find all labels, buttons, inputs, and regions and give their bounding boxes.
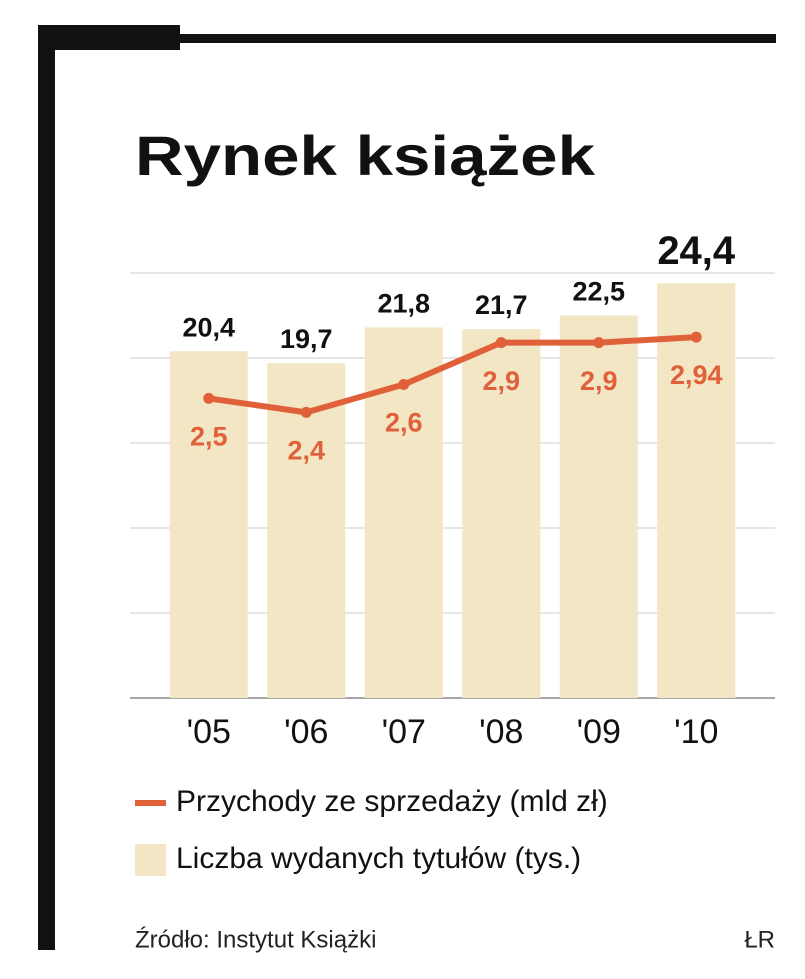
frame-left	[38, 25, 55, 950]
line-point	[690, 331, 702, 343]
line-point	[398, 378, 410, 390]
frame-top	[38, 25, 180, 50]
bar-value-label: 24,4	[657, 229, 736, 273]
legend-label: Przychody ze sprzedaży (mld zł)	[176, 785, 608, 818]
bar-value-label: 21,7	[475, 290, 528, 320]
bar	[462, 329, 541, 698]
line-value-label: 2,94	[670, 360, 723, 390]
x-tick-label: '06	[284, 713, 328, 751]
line-point	[300, 406, 312, 418]
line-value-label: 2,5	[190, 422, 228, 452]
bar-value-label: 21,8	[377, 289, 430, 319]
credit: ŁR	[744, 926, 775, 953]
legend-label: Liczba wydanych tytułów (tys.)	[176, 842, 581, 875]
line-value-label: 2,9	[580, 366, 618, 396]
bar-value-label: 20,4	[182, 312, 235, 342]
line-point	[495, 337, 507, 349]
x-tick-label: '05	[187, 713, 231, 751]
bar	[267, 363, 346, 698]
x-tick-label: '09	[577, 713, 621, 751]
line-point	[203, 392, 215, 404]
line-value-label: 2,4	[287, 435, 325, 465]
bar	[657, 283, 736, 698]
bar-value-label: 22,5	[572, 277, 625, 307]
x-tick-label: '10	[674, 713, 718, 751]
source: Źródło: Instytut Książki	[135, 926, 376, 953]
legend-swatch	[135, 844, 166, 876]
x-tick-label: '07	[382, 713, 426, 751]
x-tick-label: '08	[479, 713, 523, 751]
chart-title: Rynek książek	[135, 124, 596, 187]
bar	[559, 315, 638, 698]
line-value-label: 2,9	[482, 366, 520, 396]
line-point	[593, 337, 605, 349]
bar	[169, 351, 248, 698]
line	[208, 334, 697, 416]
bar-value-label: 19,7	[280, 324, 333, 354]
line-value-label: 2,6	[385, 408, 423, 438]
frame-line	[180, 34, 776, 43]
